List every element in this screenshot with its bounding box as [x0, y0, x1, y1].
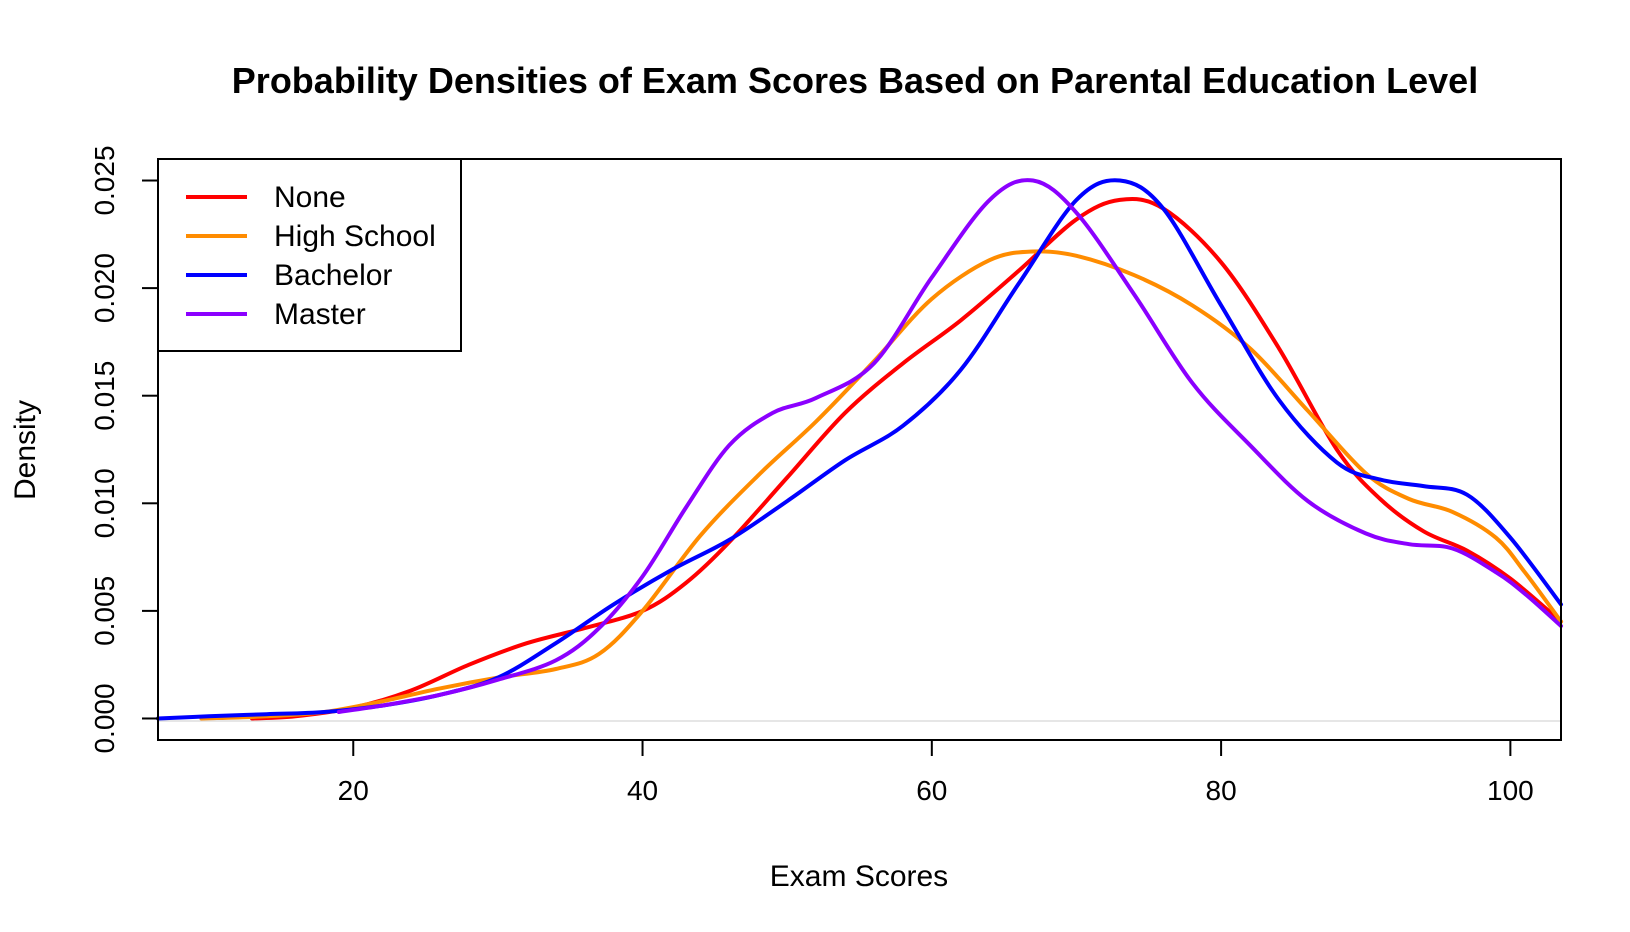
y-tick-label: 0.005	[89, 576, 120, 646]
y-tick-label: 0.015	[89, 361, 120, 431]
series-line-master	[336, 178, 1563, 714]
x-tick-label: 60	[916, 775, 947, 806]
y-tick-label: 0.010	[89, 468, 120, 538]
y-tick-label: 0.025	[89, 145, 120, 215]
legend-label-master: Master	[274, 298, 366, 331]
legend-label-none: None	[274, 181, 346, 214]
x-tick-label: 20	[338, 775, 369, 806]
legend: None High School Bachelor Master	[157, 158, 462, 352]
density-curves	[156, 178, 1563, 721]
series-line-high-school	[199, 249, 1563, 721]
chart-title: Probability Densities of Exam Scores Bas…	[232, 60, 1478, 101]
x-axis: 20 40 60 80 100	[338, 739, 1534, 806]
x-tick-label: 80	[1206, 775, 1237, 806]
y-tick-label: 0.000	[89, 683, 120, 753]
y-axis: 0.000 0.005 0.010 0.015 0.020 0.025	[89, 145, 159, 754]
x-tick-label: 40	[627, 775, 658, 806]
legend-label-high-school: High School	[274, 220, 436, 253]
x-axis-label: Exam Scores	[770, 860, 948, 893]
x-tick-label: 100	[1487, 775, 1534, 806]
series-line-none	[250, 197, 1563, 721]
legend-label-bachelor: Bachelor	[274, 259, 392, 292]
y-tick-label: 0.020	[89, 253, 120, 323]
legend-box	[157, 158, 462, 352]
y-axis-label: Density	[9, 400, 42, 500]
